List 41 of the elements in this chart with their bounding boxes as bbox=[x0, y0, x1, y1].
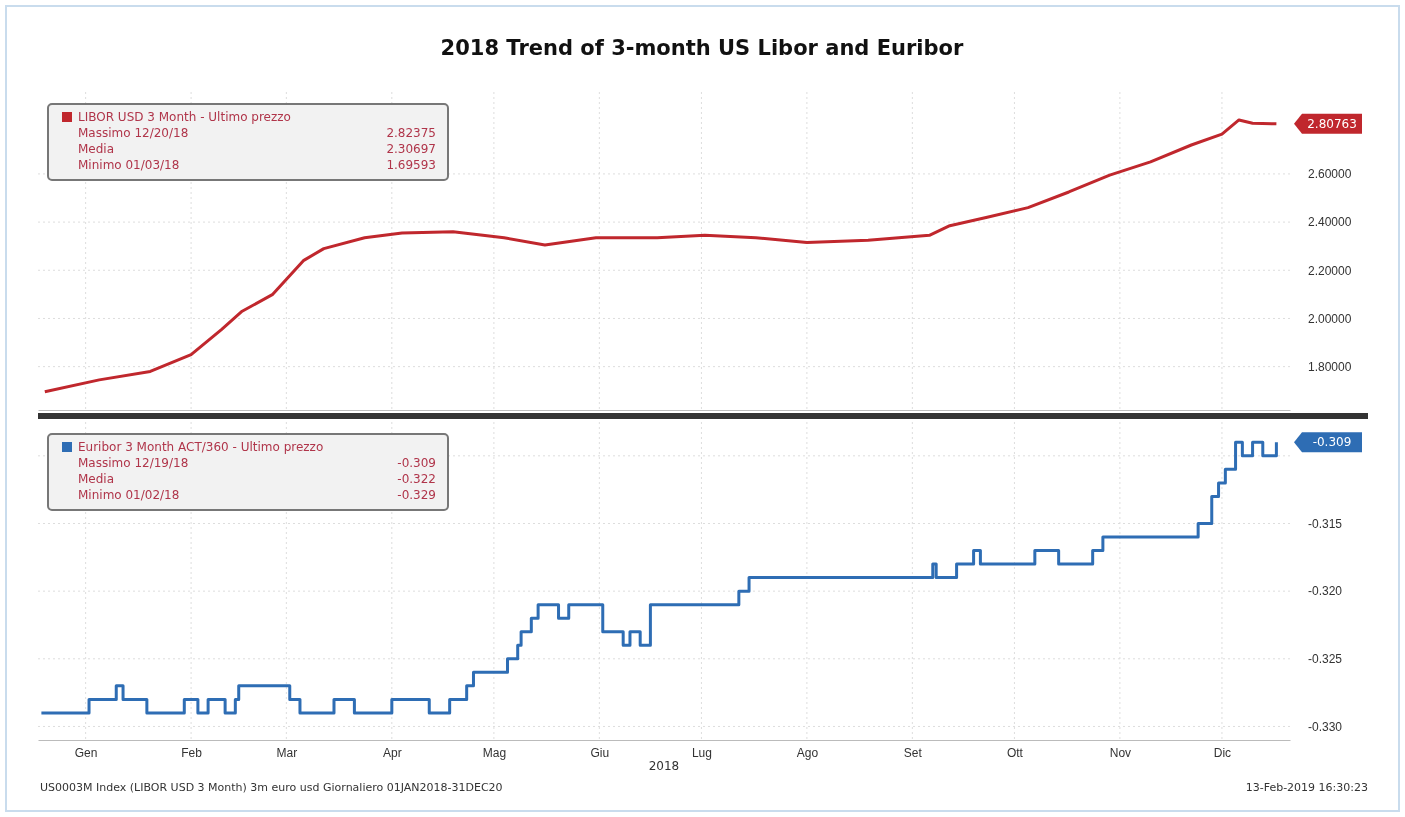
x-tick-label: Apr bbox=[382, 745, 402, 760]
annotation: 1.69593 bbox=[386, 158, 436, 172]
annotation: Minimo 01/03/18 bbox=[78, 158, 180, 172]
legend-label: Euribor 3 Month ACT/360 - Ultimo prezzo bbox=[78, 440, 324, 454]
x-tick-label: Set bbox=[903, 745, 923, 760]
x-tick-label: Giu bbox=[590, 745, 610, 760]
x-tick-label: Nov bbox=[1109, 745, 1132, 760]
y-tick-label: -0.325 bbox=[1308, 652, 1343, 667]
x-tick-label: Ott bbox=[1006, 745, 1024, 760]
y-tick-label: 2.60000 bbox=[1308, 167, 1352, 182]
annotation: 2.82375 bbox=[386, 126, 436, 140]
x-tick-label: Mag bbox=[482, 745, 507, 760]
x-axis-title: 2018 bbox=[648, 759, 680, 773]
annotation: Media bbox=[78, 472, 115, 486]
annotation: Minimo 01/02/18 bbox=[78, 488, 180, 502]
x-tick-label: Ago bbox=[796, 745, 819, 760]
chart-title: 2018 Trend of 3-month US Libor and Euribor bbox=[440, 36, 965, 60]
x-tick-label: Gen bbox=[74, 745, 98, 760]
y-tick-label: 2.40000 bbox=[1308, 215, 1352, 230]
y-tick-label: 2.20000 bbox=[1308, 263, 1352, 278]
y-tick-label: -0.330 bbox=[1308, 719, 1343, 734]
y-tick-label: -0.315 bbox=[1308, 516, 1343, 531]
annotation: Massimo 12/20/18 bbox=[78, 126, 189, 140]
price-tag: -0.309 bbox=[1294, 432, 1362, 453]
annotation: -0.329 bbox=[397, 488, 436, 502]
x-tick-label: Dic bbox=[1213, 745, 1232, 760]
annotation: -0.322 bbox=[397, 472, 436, 486]
text: 13-Feb-2019 16:30:23 bbox=[1245, 781, 1368, 794]
y-tick-label: 1.80000 bbox=[1308, 359, 1352, 374]
y-tick-label: 2.00000 bbox=[1308, 311, 1352, 326]
annotation: Media bbox=[78, 142, 115, 156]
price-tag: 2.80763 bbox=[1294, 113, 1362, 134]
y-tick-label: -0.320 bbox=[1308, 584, 1343, 599]
x-tick-label: Mar bbox=[276, 745, 298, 760]
x-tick-label: Lug bbox=[691, 745, 712, 760]
x-tick-label: Feb bbox=[181, 745, 203, 760]
annotation: 2.30697 bbox=[386, 142, 436, 156]
annotation: -0.309 bbox=[397, 456, 436, 470]
annotation: Massimo 12/19/18 bbox=[78, 456, 189, 470]
legend-label: LIBOR USD 3 Month - Ultimo prezzo bbox=[78, 110, 291, 124]
text: US0003M Index (LIBOR USD 3 Month) 3m euro usd Giornaliero 01JAN2018-31DEC20 bbox=[40, 781, 503, 794]
